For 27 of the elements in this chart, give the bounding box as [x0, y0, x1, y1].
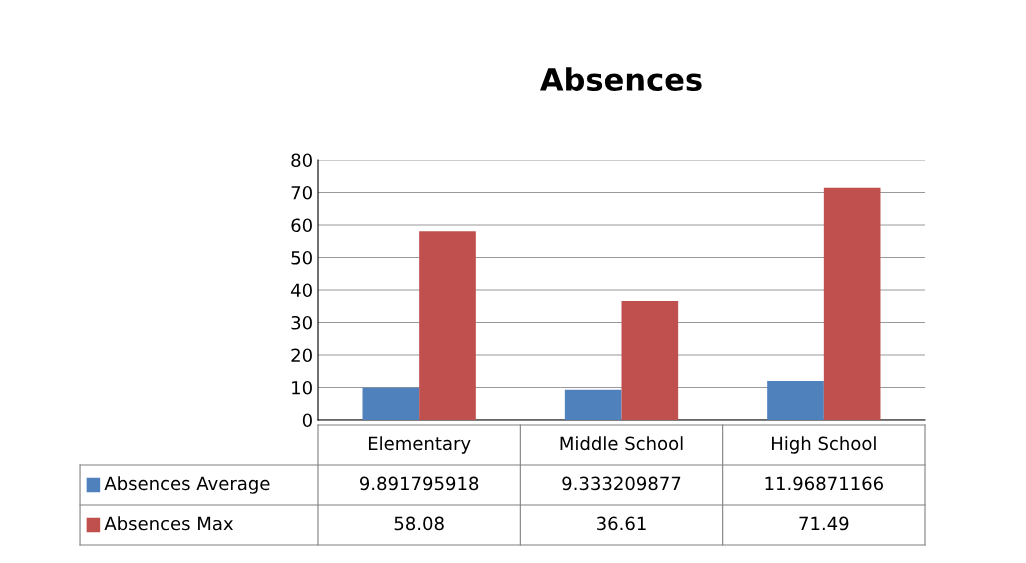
x-tick-label: Middle School	[560, 436, 683, 451]
y-tick-label: 70	[291, 185, 312, 200]
bar	[823, 187, 881, 420]
y-tick-label: 20	[291, 348, 312, 363]
legend-label: Absences Average	[104, 476, 270, 494]
data-label: 9.333209877	[562, 476, 681, 491]
data-label: 36.61	[597, 516, 646, 531]
x-tick-label: Elementary	[368, 436, 471, 454]
bar	[767, 381, 824, 420]
y-tick-label: 40	[291, 283, 312, 298]
data-label: 58.08	[394, 516, 444, 531]
bar	[419, 231, 476, 420]
data-label: 71.49	[799, 516, 849, 531]
bar	[564, 389, 622, 420]
bar	[621, 301, 679, 420]
x-tick-label: High School	[772, 436, 876, 454]
y-tick-label: 80	[291, 153, 312, 168]
data-label: 11.96871166	[765, 476, 883, 491]
y-tick-label: 50	[291, 250, 312, 265]
data-label: 9.891795918	[360, 476, 479, 491]
y-tick-label: 10	[292, 380, 312, 395]
y-tick-label: 60	[291, 218, 312, 233]
y-tick-label: 30	[291, 315, 312, 330]
chart-title: Absences	[540, 67, 702, 91]
bar	[362, 387, 420, 420]
legend-label: Absences Max	[104, 516, 234, 531]
y-tick-label: 0	[302, 413, 312, 428]
